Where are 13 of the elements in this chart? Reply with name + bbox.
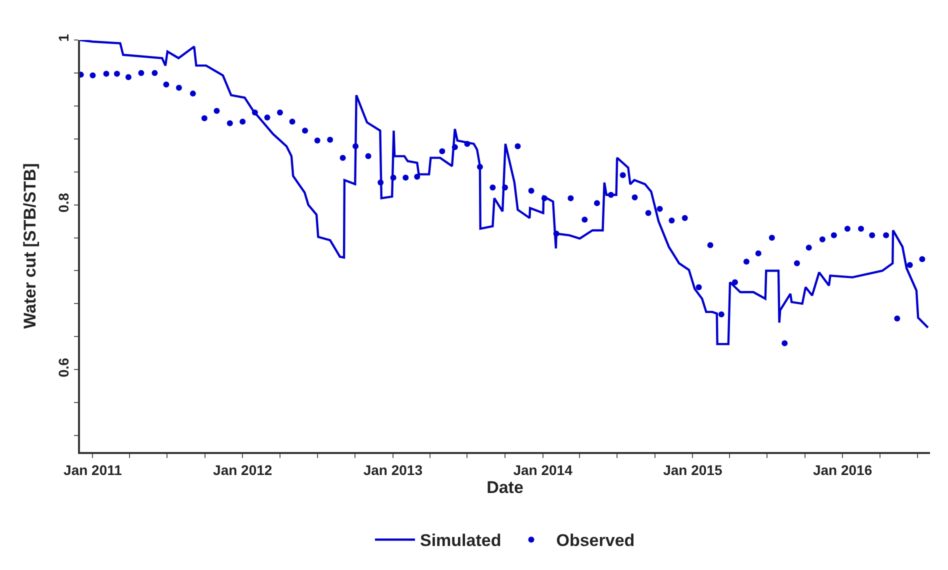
x-tick-label: Jan 2014	[513, 462, 573, 478]
x-tick-label: Jan 2013	[363, 462, 423, 478]
x-tick-label: Jan 2015	[663, 462, 722, 478]
y-axis-title: Water cut [STB/STB]	[20, 163, 40, 329]
x-tick-label: Jan 2016	[812, 462, 872, 478]
x-axis-title: Date	[486, 478, 524, 497]
x-tick-label: Jan 2012	[213, 462, 272, 478]
y-tick-label: 0.6	[55, 358, 72, 378]
legend-label: Simulated	[420, 531, 502, 550]
y-tick-label: 0.8	[55, 192, 72, 212]
y-tick-label: 1	[55, 34, 72, 42]
legend-label: Observed	[556, 531, 635, 550]
x-tick-label: Jan 2011	[64, 462, 122, 478]
